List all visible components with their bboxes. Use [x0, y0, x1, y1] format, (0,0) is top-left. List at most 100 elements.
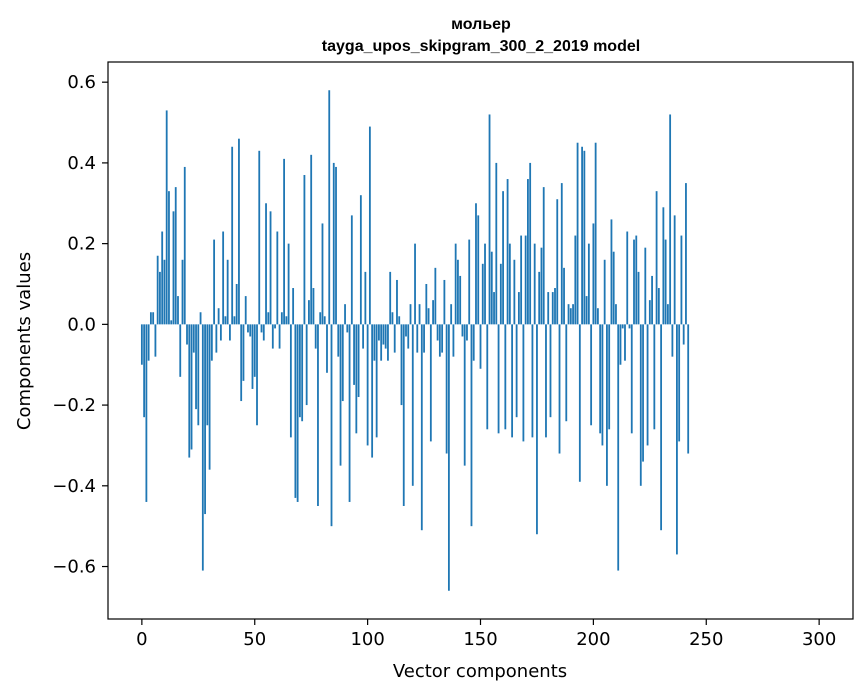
bar-75 — [310, 154, 313, 325]
bar-61 — [278, 324, 281, 349]
bar-6 — [154, 324, 157, 357]
bar-146 — [470, 324, 473, 527]
bar-2 — [145, 324, 148, 502]
bar-39 — [229, 324, 231, 341]
bar-204 — [601, 324, 604, 446]
bar-236 — [673, 215, 676, 325]
bar-125 — [423, 324, 425, 353]
bar-18 — [181, 259, 184, 325]
bar-220 — [637, 271, 640, 325]
bar-116 — [402, 324, 405, 506]
bar-81 — [323, 316, 326, 325]
bar-137 — [450, 304, 453, 325]
bar-197 — [585, 296, 588, 325]
bar-161 — [504, 324, 507, 430]
bar-129 — [432, 300, 434, 325]
bar-240 — [682, 324, 685, 345]
bar-152 — [484, 243, 486, 325]
bar-36 — [222, 231, 225, 325]
bar-145 — [468, 239, 471, 325]
bar-143 — [463, 324, 466, 466]
y-tick-label-4: 0.2 — [67, 234, 96, 255]
x-tick-label-150: 150 — [463, 629, 497, 650]
bar-158 — [497, 324, 500, 434]
bar-130 — [434, 267, 437, 325]
bar-213 — [621, 324, 624, 329]
bar-16 — [177, 296, 179, 325]
bar-237 — [676, 324, 678, 555]
bar-187 — [563, 267, 565, 325]
bar-128 — [429, 324, 432, 442]
bar-114 — [398, 316, 401, 325]
bar-207 — [608, 324, 611, 430]
bar-188 — [565, 324, 568, 422]
y-tick-label-5: 0.4 — [67, 153, 96, 174]
bar-203 — [599, 324, 602, 434]
bar-166 — [515, 324, 518, 418]
bar-140 — [457, 259, 459, 325]
bar-235 — [671, 324, 674, 357]
bar-110 — [389, 271, 392, 325]
bar-26 — [199, 312, 202, 325]
bar-126 — [425, 283, 428, 325]
bar-8 — [159, 271, 161, 325]
bar-163 — [508, 243, 511, 325]
bar-109 — [387, 324, 389, 361]
bar-70 — [298, 324, 301, 418]
bar-80 — [321, 223, 324, 325]
bar-124 — [420, 324, 423, 531]
bar-66 — [289, 324, 292, 438]
bar-217 — [630, 324, 633, 434]
bar-214 — [624, 324, 626, 361]
bar-90 — [344, 304, 346, 325]
bar-101 — [368, 126, 371, 325]
bar-221 — [639, 324, 642, 486]
bar-44 — [240, 324, 243, 402]
bar-65 — [287, 243, 290, 325]
bar-181 — [549, 324, 552, 418]
bar-179 — [545, 324, 547, 438]
bar-242 — [687, 324, 690, 454]
bar-37 — [224, 316, 227, 325]
bar-23 — [192, 324, 195, 353]
bar-40 — [231, 146, 234, 325]
bar-41 — [233, 316, 236, 325]
plot-frame — [107, 61, 854, 620]
bar-189 — [567, 304, 570, 325]
bar-127 — [427, 308, 430, 325]
bar-55 — [265, 203, 267, 325]
bar-67 — [292, 288, 295, 325]
bar-85 — [332, 162, 335, 325]
bar-232 — [664, 239, 667, 325]
bar-122 — [416, 324, 419, 353]
bar-10 — [163, 259, 166, 325]
bar-118 — [407, 324, 410, 349]
bar-148 — [475, 203, 477, 325]
bar-226 — [651, 275, 653, 325]
bar-28 — [204, 324, 206, 515]
bar-165 — [513, 259, 516, 325]
bar-206 — [606, 324, 608, 486]
bar-154 — [488, 114, 491, 325]
bar-14 — [172, 211, 175, 325]
bar-69 — [296, 324, 299, 502]
bar-43 — [238, 138, 240, 325]
bar-172 — [529, 162, 532, 325]
bar-53 — [260, 324, 263, 333]
bar-19 — [183, 166, 186, 325]
bar-49 — [251, 324, 254, 389]
bar-111 — [391, 312, 394, 325]
bar-157 — [495, 162, 498, 325]
bar-21 — [188, 324, 191, 458]
bar-241 — [685, 183, 687, 325]
bar-193 — [576, 142, 579, 325]
bar-196 — [583, 150, 586, 325]
bar-183 — [554, 288, 556, 325]
x-tick-label-200: 200 — [576, 629, 610, 650]
bar-134 — [443, 279, 446, 325]
bar-205 — [603, 259, 606, 325]
bar-27 — [201, 324, 204, 571]
bar-150 — [479, 324, 482, 369]
bar-57 — [269, 211, 272, 325]
bar-78 — [317, 324, 319, 506]
